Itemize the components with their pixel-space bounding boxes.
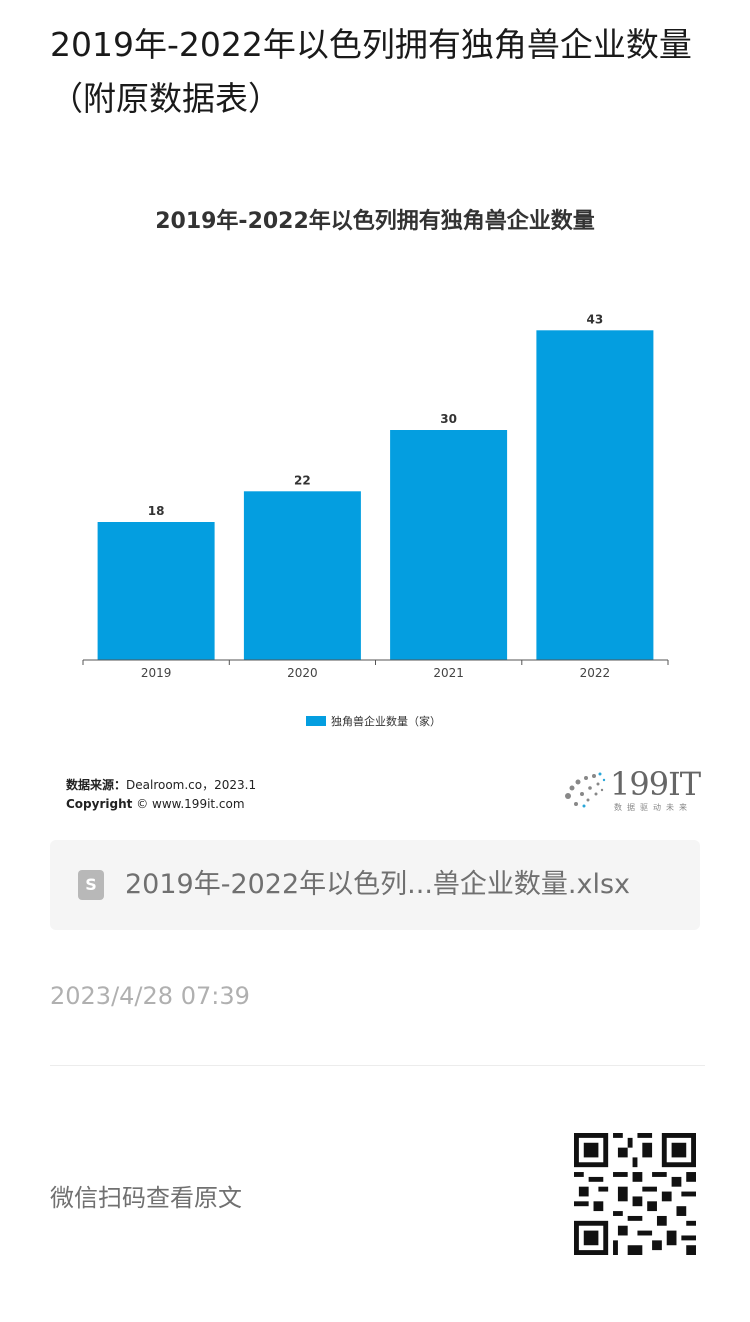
divider [50,1065,705,1066]
attachment-card[interactable]: S 2019年-2022年以色列...兽企业数量.xlsx [50,840,700,930]
data-label-2022: 43 [587,312,604,326]
bar-2022 [536,330,654,660]
199it-logo: 199IT 数据驱动未来 [558,765,701,816]
source-text: Dealroom.co，2023.1 [126,778,257,792]
copyright-text: © www.199it.com [136,797,245,811]
spreadsheet-file-icon: S [78,870,104,900]
bars-layer: 18 22 30 43 [97,312,654,660]
bar-2021 [390,430,508,660]
x-tick-label-2021: 2021 [433,666,464,680]
legend: 独角兽企业数量（家） [306,714,441,728]
data-label-2021: 30 [440,412,457,426]
x-tick-label-2019: 2019 [141,666,172,680]
publish-timestamp: 2023/4/28 07:39 [50,982,250,1010]
logo-mark-icon [565,772,606,808]
bar-chart: 2019年-2022年以色列拥有独角兽企业数量 18 22 30 43 2019 202… [50,190,700,820]
bar-2020 [243,491,361,660]
copyright-line: Copyright © www.199it.com [66,797,245,811]
x-tick-label-2020: 2020 [287,666,318,680]
x-tick-label-2022: 2022 [580,666,611,680]
data-label-2020: 22 [294,473,311,487]
chart-title: 2019年-2022年以色列拥有独角兽企业数量 [155,208,595,234]
legend-swatch [306,716,326,726]
qr-code-icon[interactable] [574,1133,696,1255]
data-label-2019: 18 [148,504,165,518]
attachment-filename: 2019年-2022年以色列...兽企业数量.xlsx [125,869,631,900]
logo-text: 199IT [610,765,701,803]
copyright-label: Copyright [66,797,133,811]
scan-prompt: 微信扫码查看原文 [50,1184,242,1212]
logo-subtitle: 数据驱动未来 [614,803,692,812]
legend-label: 独角兽企业数量（家） [331,714,441,728]
bar-2019 [97,522,215,660]
data-source: 数据来源：Dealroom.co，2023.1 [66,776,256,793]
source-label: 数据来源： [66,778,127,792]
ticks-layer: 2019 2020 2021 2022 [82,660,669,680]
chart-svg: 2019年-2022年以色列拥有独角兽企业数量 18 22 30 43 2019 202… [82,208,669,728]
page-title: 2019年-2022年以色列拥有独角兽企业数量（附原数据表） [50,25,692,118]
